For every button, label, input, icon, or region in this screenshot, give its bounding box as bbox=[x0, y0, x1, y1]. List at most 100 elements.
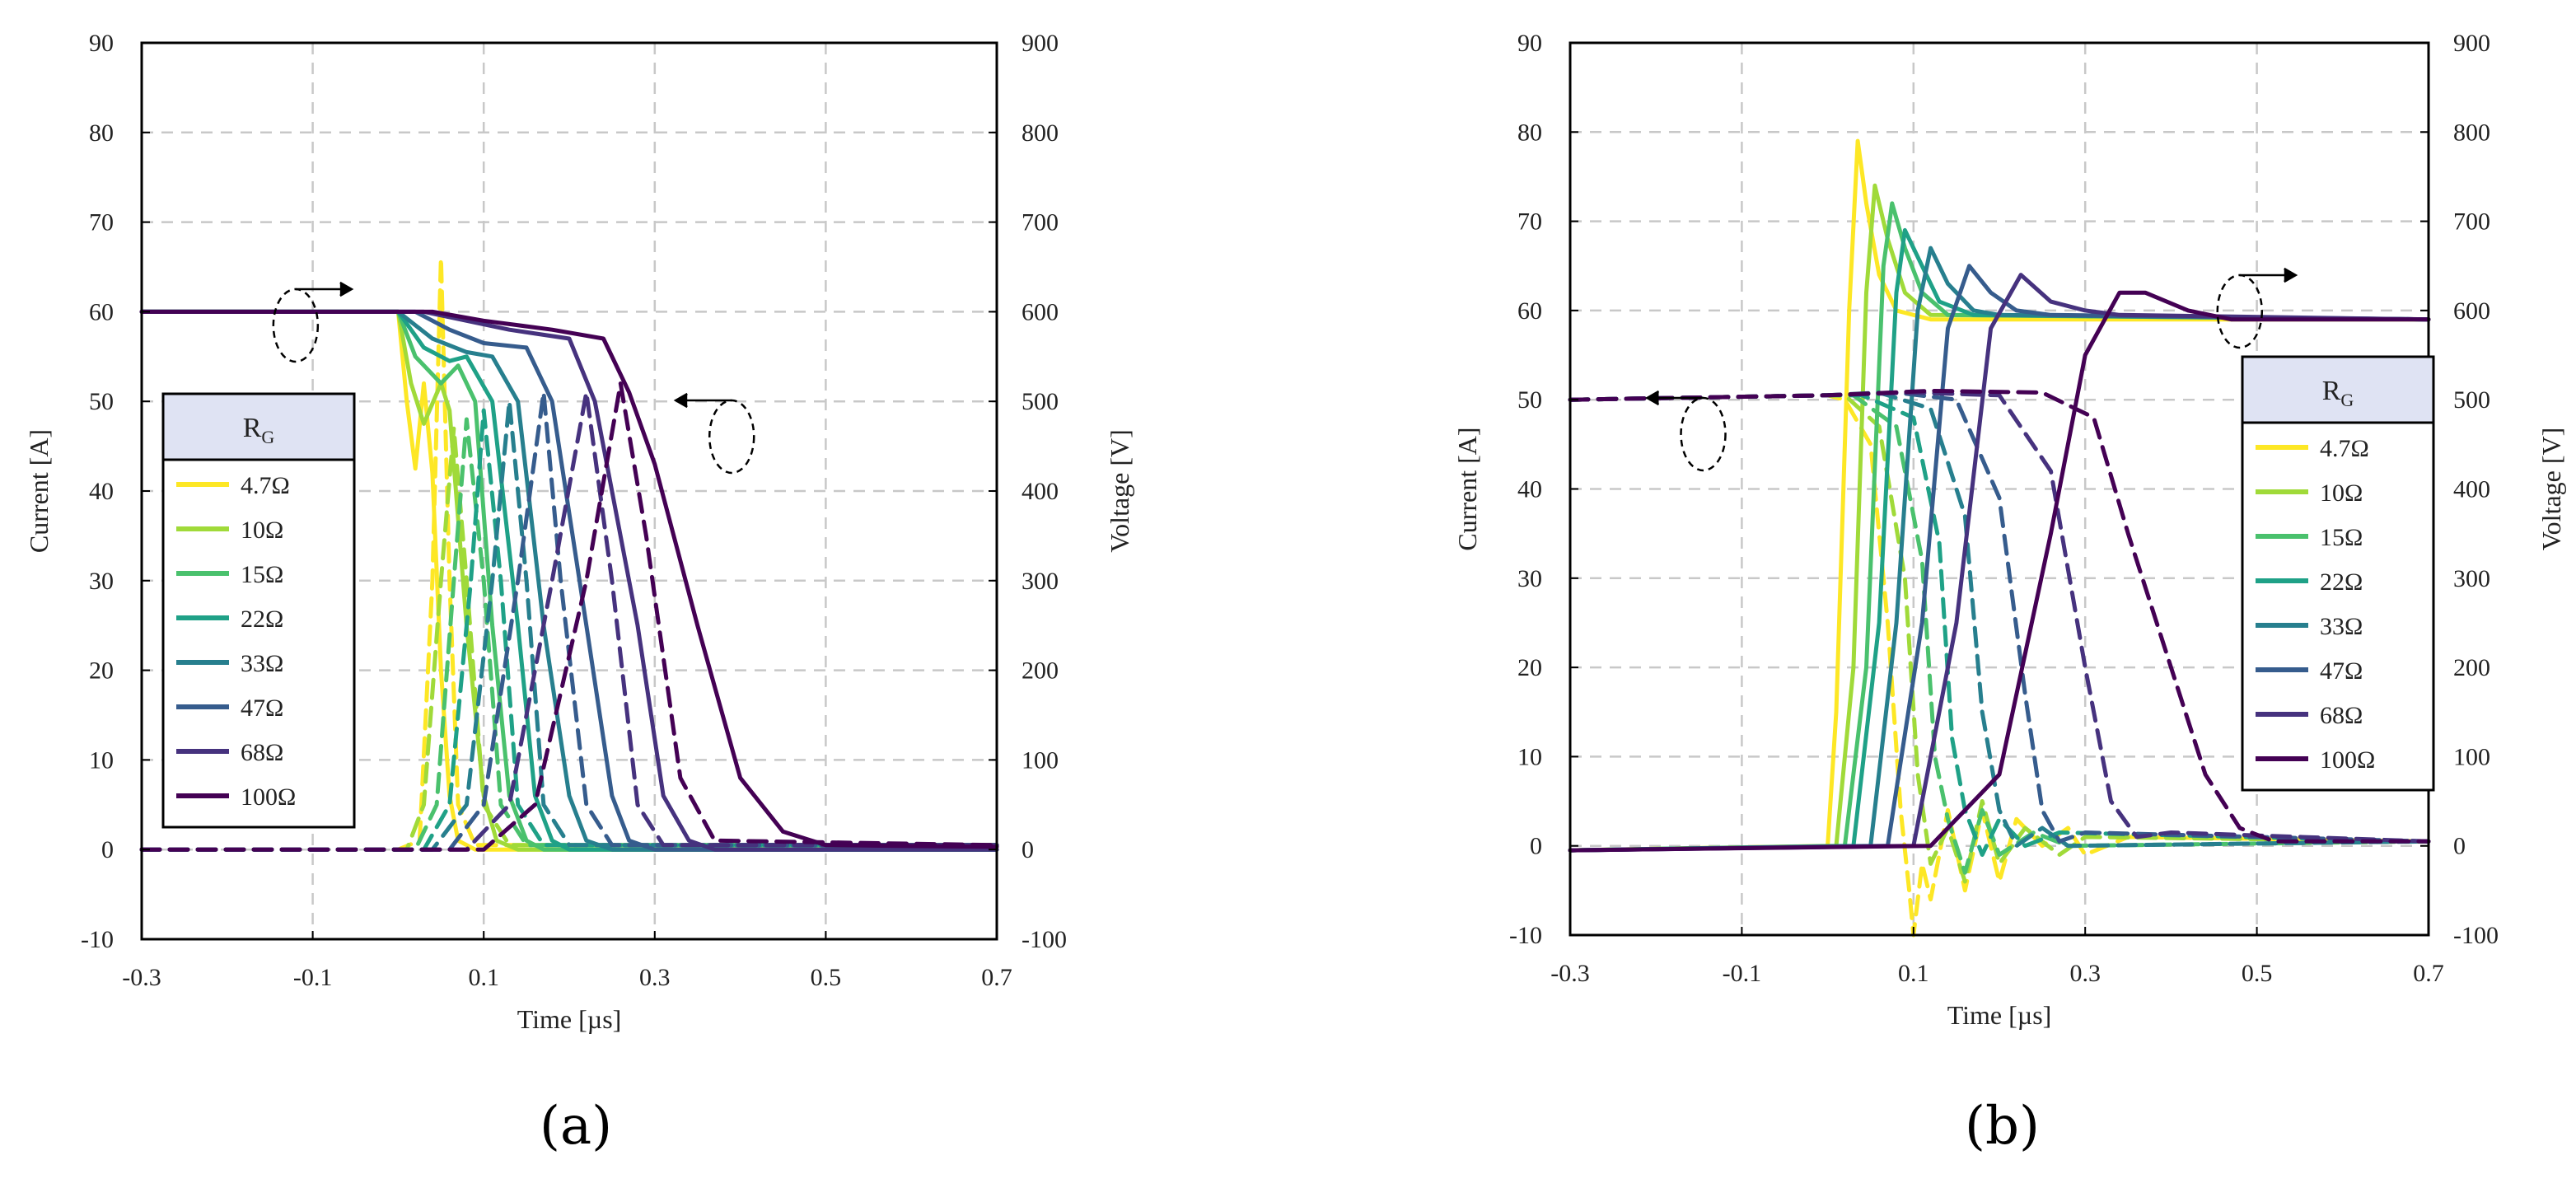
x-tick-label: -0.3 bbox=[122, 964, 161, 991]
x-tick-label: 0.3 bbox=[639, 964, 671, 991]
x-tick-label: 0.5 bbox=[2242, 960, 2273, 987]
x-tick-label: 0.1 bbox=[1898, 960, 1929, 987]
legend-title: RG bbox=[2322, 376, 2354, 410]
series-group bbox=[1568, 138, 2431, 938]
current-line-4p7ohm bbox=[139, 255, 999, 852]
y-tick-label: 90 bbox=[89, 30, 114, 57]
panel-b-chart: -0.3 -0.1 0.1 0.3 0.5 0.7-1001020304050607080… bbox=[1452, 30, 2566, 1030]
current-line-68ohm bbox=[139, 390, 999, 852]
y-tick-label: 20 bbox=[89, 657, 114, 685]
legend-label-68ohm: 68Ω bbox=[241, 739, 283, 766]
current-line-100ohm bbox=[139, 381, 999, 852]
current-line-47ohm bbox=[1568, 264, 2431, 853]
legend-label-47ohm: 47Ω bbox=[2320, 657, 2363, 685]
y2-tick-label: 100 bbox=[2453, 743, 2490, 770]
y2-tick-label: 200 bbox=[1022, 657, 1059, 685]
y-tick-label: 40 bbox=[89, 478, 114, 505]
y2-tick-label: 200 bbox=[2453, 654, 2490, 681]
y2-tick-label: 600 bbox=[1022, 298, 1059, 325]
x-tick-label: -0.3 bbox=[1550, 960, 1590, 987]
y-tick-label: 30 bbox=[89, 568, 114, 595]
voltage-line-4p7ohm bbox=[139, 309, 999, 852]
y-axis-label: Current [A] bbox=[24, 429, 54, 553]
axis-annotations bbox=[272, 281, 755, 475]
y-tick-label: 20 bbox=[1517, 654, 1542, 681]
x-tick-label: -0.1 bbox=[1723, 960, 1762, 987]
current-line-15ohm bbox=[139, 417, 999, 852]
current-line-10ohm bbox=[1568, 183, 2431, 853]
current-line-4p7ohm bbox=[1568, 138, 2431, 853]
annotation-ellipse bbox=[708, 399, 755, 475]
y2-axis-label: Voltage [V] bbox=[2536, 428, 2566, 551]
legend-label-22ohm: 22Ω bbox=[2320, 568, 2363, 596]
x-tick-label: 0.5 bbox=[811, 964, 842, 991]
y2-tick-label: 500 bbox=[1022, 388, 1059, 415]
voltage-line-100ohm bbox=[139, 309, 999, 849]
y2-tick-label: 800 bbox=[1022, 119, 1059, 147]
annotation-arrowhead bbox=[673, 392, 688, 409]
y-tick-label: 60 bbox=[1517, 297, 1542, 325]
y-tick-label: 70 bbox=[89, 209, 114, 236]
x-axis-label: Time [µs] bbox=[517, 1004, 622, 1034]
legend-label-4p7ohm: 4.7Ω bbox=[241, 472, 290, 499]
annotation-arrowhead bbox=[339, 281, 354, 297]
voltage-line-68ohm bbox=[1568, 391, 2431, 844]
legend-label-68ohm: 68Ω bbox=[2320, 702, 2363, 729]
y-tick-label: 10 bbox=[1517, 743, 1542, 770]
y-tick-label: 80 bbox=[1517, 119, 1542, 146]
x-axis-label: Time [µs] bbox=[1947, 1000, 2052, 1030]
series-group bbox=[139, 255, 999, 852]
y2-tick-label: -100 bbox=[1022, 926, 1067, 953]
legend-label-47ohm: 47Ω bbox=[241, 695, 283, 722]
y-tick-label: 10 bbox=[89, 746, 114, 774]
y-tick-label: 50 bbox=[89, 388, 114, 415]
annotation-ellipse bbox=[1680, 396, 1727, 472]
current-line-33ohm bbox=[1568, 246, 2431, 853]
x-tick-label: -0.1 bbox=[293, 964, 333, 991]
current-line-33ohm bbox=[139, 399, 999, 852]
current-line-47ohm bbox=[139, 390, 999, 852]
y-tick-label: 0 bbox=[101, 836, 114, 863]
x-tick-label: 0.3 bbox=[2069, 960, 2101, 987]
voltage-line-33ohm bbox=[139, 309, 999, 852]
y2-tick-label: 400 bbox=[2453, 476, 2490, 503]
legend-label-100ohm: 100Ω bbox=[241, 783, 296, 811]
panel-label-b: (b) bbox=[1965, 1096, 2040, 1157]
current-line-22ohm bbox=[1568, 227, 2431, 853]
legend-label-15ohm: 15Ω bbox=[241, 561, 283, 588]
voltage-line-100ohm bbox=[1568, 388, 2431, 844]
y2-axis-label: Voltage [V] bbox=[1105, 429, 1134, 553]
current-line-22ohm bbox=[139, 408, 999, 852]
y-tick-label: 70 bbox=[1517, 208, 1542, 236]
y-tick-label: 60 bbox=[89, 298, 114, 325]
x-tick-label: 0.1 bbox=[468, 964, 499, 991]
legend-header bbox=[161, 392, 356, 461]
y-tick-label: -10 bbox=[81, 926, 114, 953]
y-tick-label: 50 bbox=[1517, 386, 1542, 414]
legend-header bbox=[2241, 355, 2435, 424]
y2-tick-label: 0 bbox=[1022, 836, 1034, 863]
legend-label-10ohm: 10Ω bbox=[2320, 479, 2363, 507]
y2-tick-label: 900 bbox=[1022, 30, 1059, 57]
y2-tick-label: 700 bbox=[2453, 208, 2490, 236]
y2-tick-label: 700 bbox=[1022, 209, 1059, 236]
legend-label-100ohm: 100Ω bbox=[2320, 746, 2375, 774]
legend-label-10ohm: 10Ω bbox=[241, 517, 283, 544]
legend-label-33ohm: 33Ω bbox=[241, 650, 283, 677]
legend-label-15ohm: 15Ω bbox=[2320, 524, 2363, 551]
y2-tick-label: 0 bbox=[2453, 833, 2466, 860]
annotation-arrowhead bbox=[2284, 267, 2298, 283]
y2-tick-label: 300 bbox=[1022, 568, 1059, 595]
y2-tick-label: 600 bbox=[2453, 297, 2490, 325]
annotation-ellipse bbox=[272, 288, 320, 363]
current-line-15ohm bbox=[1568, 201, 2431, 853]
panel-label-a: (a) bbox=[540, 1096, 613, 1157]
y2-tick-label: 500 bbox=[2453, 386, 2490, 414]
legend-label-4p7ohm: 4.7Ω bbox=[2320, 435, 2369, 462]
x-tick-label: 0.7 bbox=[981, 964, 1012, 991]
y2-tick-label: 300 bbox=[2453, 565, 2490, 592]
y2-tick-label: 800 bbox=[2453, 119, 2490, 146]
